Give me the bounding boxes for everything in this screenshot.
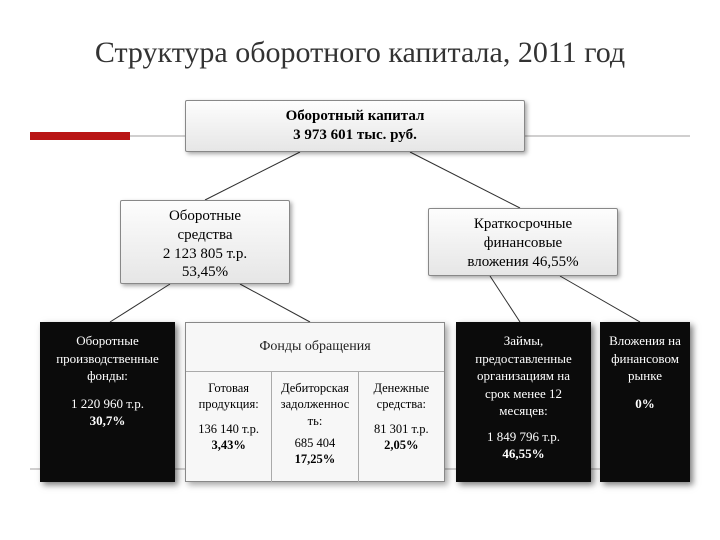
d1-l3: фонды: bbox=[48, 367, 167, 385]
left-l1: Оборотные bbox=[131, 207, 279, 226]
spacer bbox=[48, 385, 167, 395]
d1-l6: 30,7% bbox=[48, 412, 167, 430]
c1l5: 3,43% bbox=[192, 437, 265, 453]
root-line2: 3 973 601 тыс. руб. bbox=[196, 126, 514, 145]
table-header: Фонды обращения bbox=[186, 323, 444, 372]
c2l6: 17,25% bbox=[278, 451, 351, 467]
node-loans: Займы, предоставленные организациям на с… bbox=[456, 322, 591, 482]
d2-l1: Займы, bbox=[464, 332, 583, 350]
c3l1: Денежные bbox=[365, 380, 438, 396]
left-l4: 53,45% bbox=[131, 263, 279, 282]
cell-receivables: Дебиторская задолженнос ть: 685 404 17,2… bbox=[271, 372, 357, 482]
d2-l7: 1 849 796 т.р. bbox=[464, 428, 583, 446]
accent-bar bbox=[30, 132, 130, 140]
spacer bbox=[608, 385, 682, 395]
c3l2: средства: bbox=[365, 396, 438, 412]
d1-l1: Оборотные bbox=[48, 332, 167, 350]
root-line1: Оборотный капитал bbox=[196, 107, 514, 126]
right-l1: Краткосрочные bbox=[439, 215, 607, 234]
c3l5: 2,05% bbox=[365, 437, 438, 453]
spacer bbox=[192, 413, 265, 421]
spacer bbox=[365, 413, 438, 421]
table-row: Готовая продукция: 136 140 т.р. 3,43% Де… bbox=[186, 372, 444, 482]
node-root: Оборотный капитал 3 973 601 тыс. руб. bbox=[185, 100, 525, 152]
left-l2: средства bbox=[131, 226, 279, 245]
d2-l3: организациям на bbox=[464, 367, 583, 385]
c1l1: Готовая bbox=[192, 380, 265, 396]
c2l1: Дебиторская bbox=[278, 380, 351, 396]
c1l4: 136 140 т.р. bbox=[192, 421, 265, 437]
d3-l1: Вложения на bbox=[608, 332, 682, 350]
node-production-funds: Оборотные производственные фонды: 1 220 … bbox=[40, 322, 175, 482]
node-market-investments: Вложения на финансовом рынке 0% bbox=[600, 322, 690, 482]
left-l3: 2 123 805 т.р. bbox=[131, 245, 279, 264]
d3-l5: 0% bbox=[608, 395, 682, 413]
c3l4: 81 301 т.р. bbox=[365, 421, 438, 437]
d3-l2: финансовом bbox=[608, 350, 682, 368]
right-l3: вложения 46,55% bbox=[439, 253, 607, 272]
cell-cash: Денежные средства: 81 301 т.р. 2,05% bbox=[358, 372, 444, 482]
c2l5: 685 404 bbox=[278, 435, 351, 451]
d2-l5: месяцев: bbox=[464, 402, 583, 420]
d2-l8: 46,55% bbox=[464, 445, 583, 463]
spacer bbox=[464, 420, 583, 428]
d3-l3: рынке bbox=[608, 367, 682, 385]
cell-finished-goods: Готовая продукция: 136 140 т.р. 3,43% bbox=[186, 372, 271, 482]
node-short-term-investments: Краткосрочные финансовые вложения 46,55% bbox=[428, 208, 618, 276]
d2-l4: срок менее 12 bbox=[464, 385, 583, 403]
node-working-assets: Оборотные средства 2 123 805 т.р. 53,45% bbox=[120, 200, 290, 284]
right-l2: финансовые bbox=[439, 234, 607, 253]
d1-l5: 1 220 960 т.р. bbox=[48, 395, 167, 413]
d1-l2: производственные bbox=[48, 350, 167, 368]
c1l2: продукция: bbox=[192, 396, 265, 412]
node-circulation-funds-table: Фонды обращения Готовая продукция: 136 1… bbox=[185, 322, 445, 482]
d2-l2: предоставленные bbox=[464, 350, 583, 368]
page-title: Структура оборотного капитала, 2011 год bbox=[0, 36, 720, 70]
c2l3: ть: bbox=[278, 413, 351, 429]
c2l2: задолженнос bbox=[278, 396, 351, 412]
